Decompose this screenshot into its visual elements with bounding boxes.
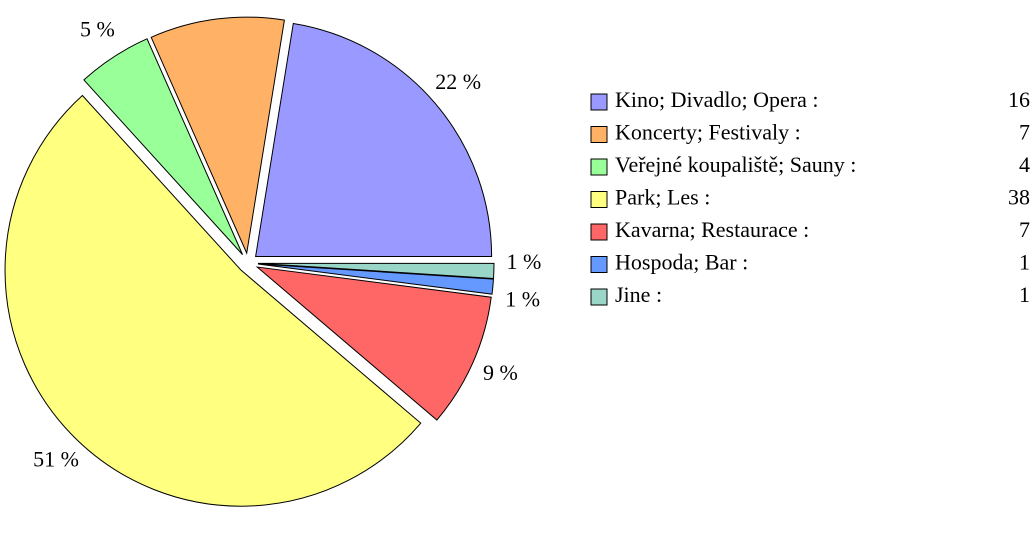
legend-label: Koncerty; Festivaly : xyxy=(615,120,801,145)
slice-label: 22 % xyxy=(435,69,481,94)
legend-count: 1 xyxy=(1019,250,1030,275)
slice-label: 51 % xyxy=(33,446,79,471)
legend-count: 7 xyxy=(1019,217,1030,242)
pie-slice xyxy=(150,16,285,255)
pie-slice xyxy=(255,266,492,421)
pie-slice xyxy=(257,263,495,295)
legend-swatch xyxy=(590,126,608,143)
legend-swatch xyxy=(590,191,608,208)
slice-label: 1 % xyxy=(506,249,541,274)
legend-label: Park; Les : xyxy=(615,185,710,210)
legend-label: Kino; Divadlo; Opera : xyxy=(615,87,818,112)
pie-slice xyxy=(83,38,244,255)
legend-count: 1 xyxy=(1019,282,1030,307)
legend-label: Jine : xyxy=(615,282,662,307)
legend-label: Hospoda; Bar : xyxy=(615,250,748,275)
legend-label: Veřejné koupaliště; Sauny : xyxy=(615,152,856,177)
slice-label: 9 % xyxy=(483,360,518,385)
slice-label: 5 % xyxy=(80,17,115,42)
legend-count: 16 xyxy=(1008,87,1030,112)
legend-label: Kavarna; Restaurace : xyxy=(615,217,809,242)
legend-swatch xyxy=(590,288,608,306)
pie-slice xyxy=(255,22,493,258)
legend-swatch xyxy=(590,256,608,273)
legend-swatch xyxy=(590,158,608,176)
slice-label: 1 % xyxy=(505,287,540,312)
legend-count: 4 xyxy=(1019,152,1030,177)
legend-count: 38 xyxy=(1008,185,1030,210)
legend-count: 7 xyxy=(1019,120,1030,145)
pie-slice xyxy=(257,262,495,279)
pie-slice xyxy=(4,94,422,507)
legend-swatch xyxy=(590,93,608,111)
legend-swatch xyxy=(590,223,608,241)
